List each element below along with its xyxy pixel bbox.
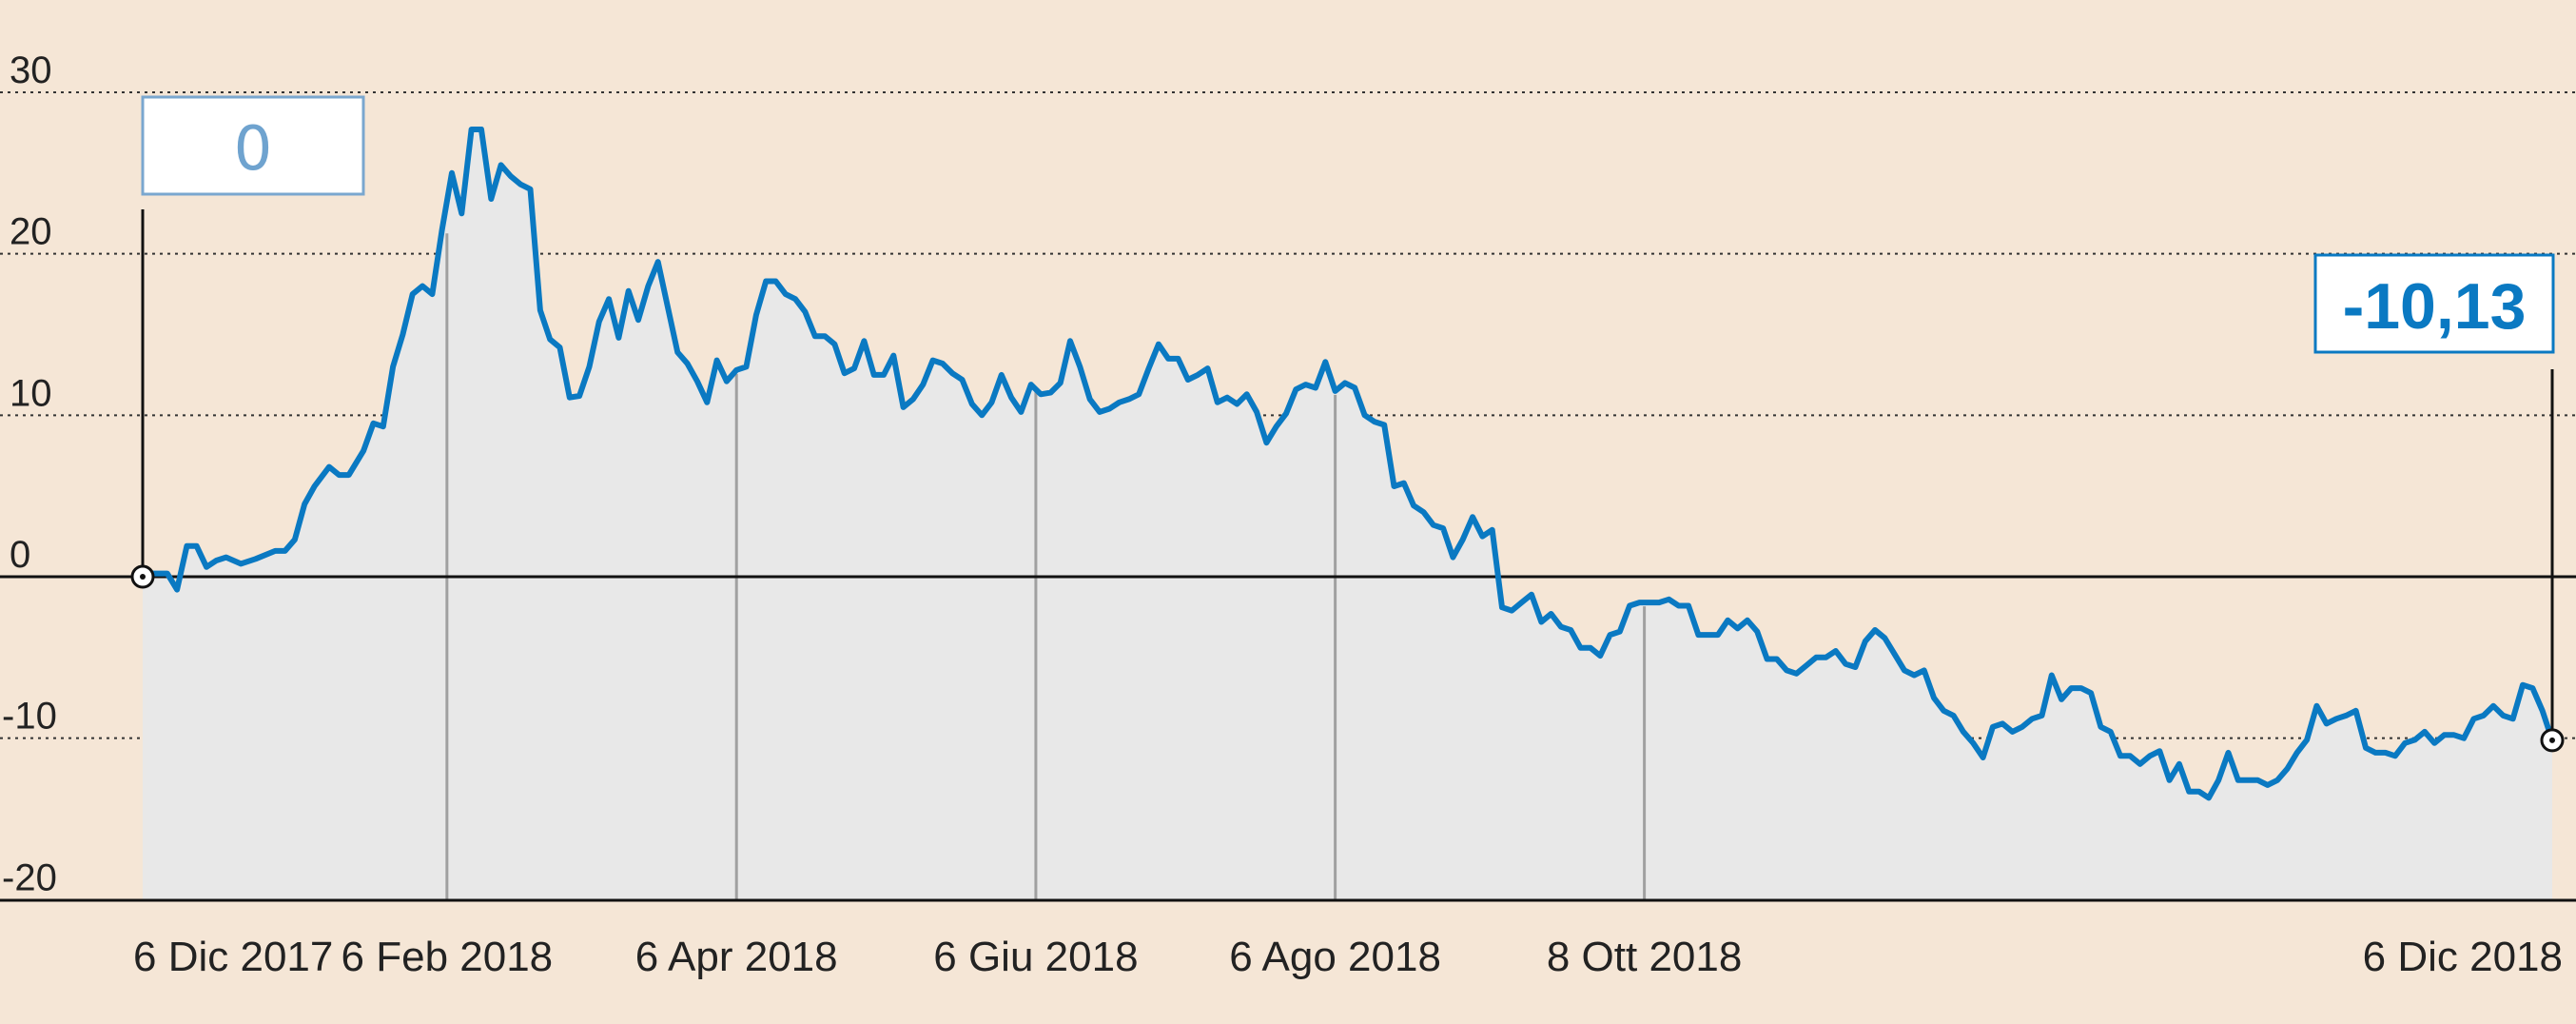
x-tick-label: 6 Apr 2018 xyxy=(635,934,838,980)
y-tick-label: 30 xyxy=(10,49,52,91)
x-tick-lines xyxy=(445,233,1647,900)
x-tick-label: 8 Ott 2018 xyxy=(1547,934,1742,980)
y-tick-label: -10 xyxy=(2,696,57,738)
y-tick-label: 10 xyxy=(10,372,52,414)
end-label: -10,13 xyxy=(2343,270,2527,343)
x-tick-label: 6 Ago 2018 xyxy=(1229,934,1441,980)
x-tick-labels: 6 Dic 2017 6 Feb 2018 6 Apr 2018 6 Giu 2018… xyxy=(133,934,2563,980)
series-line xyxy=(142,127,2555,801)
y-tick-label: 20 xyxy=(10,211,52,253)
area-fill xyxy=(143,129,2552,900)
start-point-marker xyxy=(130,564,155,589)
x-tick-label: 6 Dic 2017 xyxy=(133,934,333,980)
start-label-box xyxy=(141,95,365,196)
start-label: 0 xyxy=(234,114,273,185)
x-tick-label: 6 Feb 2018 xyxy=(342,934,554,980)
x-tick-label: 6 Dic 2018 xyxy=(2363,934,2563,980)
y-tick-label: 0 xyxy=(10,534,30,576)
x-tick-label: 6 Giu 2018 xyxy=(933,934,1138,980)
end-point-marker xyxy=(2540,728,2565,753)
y-tick-label: -20 xyxy=(2,857,57,898)
end-label-box xyxy=(2313,253,2555,354)
y-tick-labels: 30 20 10 0 -10 -20 xyxy=(2,49,57,898)
